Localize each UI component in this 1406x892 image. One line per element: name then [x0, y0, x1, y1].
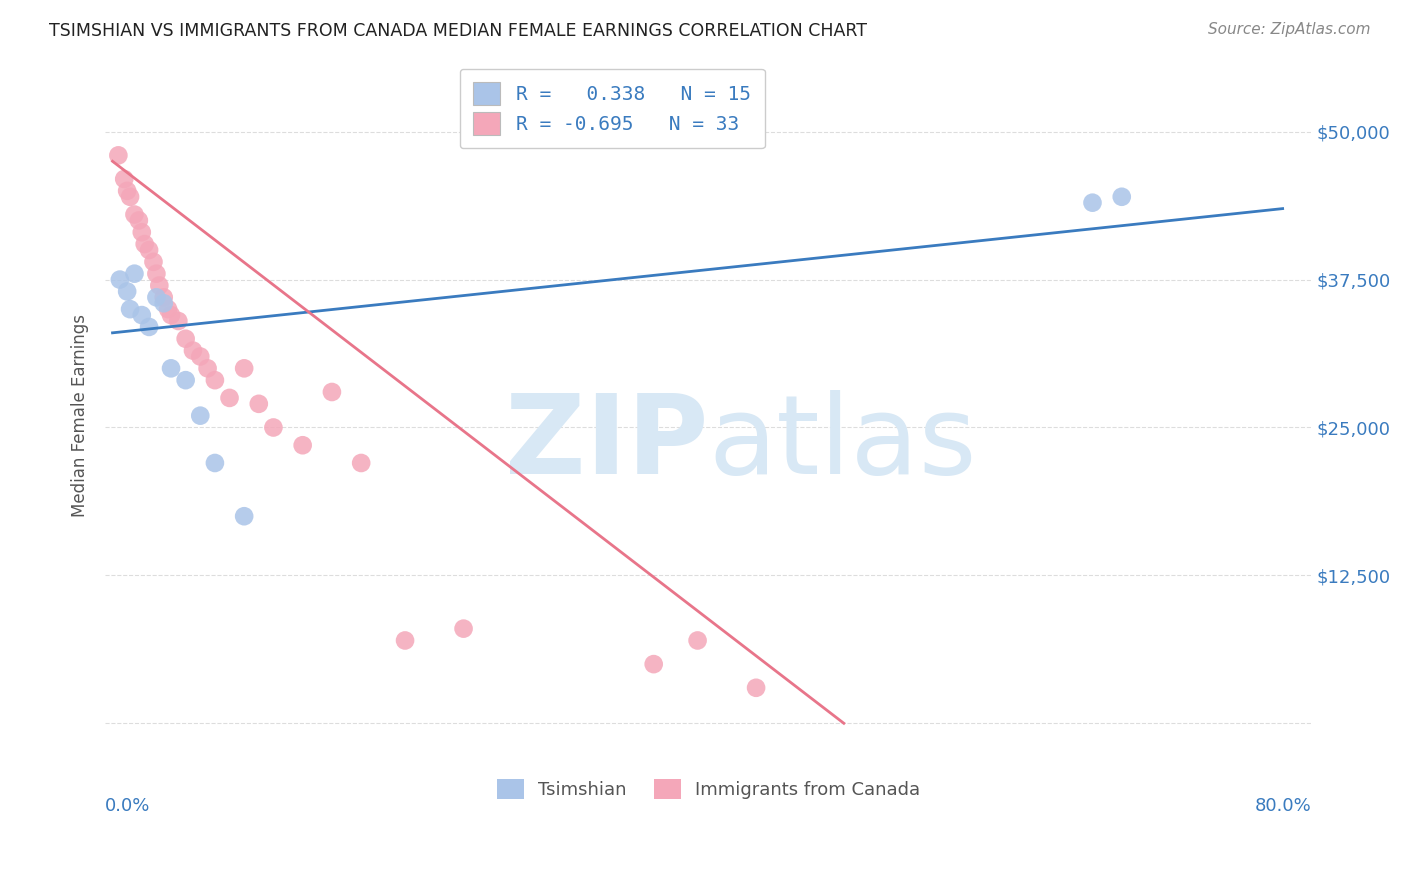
Point	[262, 420, 284, 434]
Point	[145, 267, 167, 281]
Point	[152, 290, 174, 304]
Point	[394, 633, 416, 648]
Point	[124, 267, 146, 281]
Point	[197, 361, 219, 376]
Legend: R =   0.338   N = 15, R = -0.695   N = 33: R = 0.338 N = 15, R = -0.695 N = 33	[460, 69, 765, 148]
Point	[181, 343, 204, 358]
Point	[291, 438, 314, 452]
Point	[131, 225, 153, 239]
Point	[233, 509, 256, 524]
Text: atlas: atlas	[709, 390, 977, 497]
Point	[115, 285, 138, 299]
Point	[160, 308, 183, 322]
Text: TSIMSHIAN VS IMMIGRANTS FROM CANADA MEDIAN FEMALE EARNINGS CORRELATION CHART: TSIMSHIAN VS IMMIGRANTS FROM CANADA MEDI…	[49, 22, 868, 40]
Point	[131, 308, 153, 322]
Point	[686, 633, 709, 648]
Point	[321, 384, 343, 399]
Point	[157, 302, 180, 317]
Point	[188, 409, 211, 423]
Text: 80.0%: 80.0%	[1256, 797, 1312, 814]
Point	[134, 237, 156, 252]
Y-axis label: Median Female Earnings: Median Female Earnings	[72, 314, 89, 517]
Point	[350, 456, 373, 470]
Point	[148, 278, 170, 293]
Point	[174, 332, 197, 346]
Point	[1111, 190, 1133, 204]
Point	[145, 290, 167, 304]
Point	[643, 657, 665, 672]
Point	[745, 681, 768, 695]
Point	[112, 172, 135, 186]
Point	[115, 184, 138, 198]
Text: ZIP: ZIP	[505, 390, 709, 497]
Point	[204, 456, 226, 470]
Point	[120, 302, 142, 317]
Point	[128, 213, 150, 227]
Point	[188, 350, 211, 364]
Point	[138, 243, 160, 257]
Point	[233, 361, 256, 376]
Point	[453, 622, 475, 636]
Point	[138, 320, 160, 334]
Point	[1081, 195, 1104, 210]
Point	[108, 272, 131, 286]
Point	[124, 207, 146, 221]
Point	[167, 314, 190, 328]
Point	[247, 397, 270, 411]
Point	[174, 373, 197, 387]
Point	[142, 255, 165, 269]
Text: 0.0%: 0.0%	[105, 797, 150, 814]
Point	[218, 391, 240, 405]
Point	[152, 296, 174, 310]
Point	[160, 361, 183, 376]
Text: Source: ZipAtlas.com: Source: ZipAtlas.com	[1208, 22, 1371, 37]
Point	[120, 190, 142, 204]
Point	[107, 148, 129, 162]
Point	[204, 373, 226, 387]
